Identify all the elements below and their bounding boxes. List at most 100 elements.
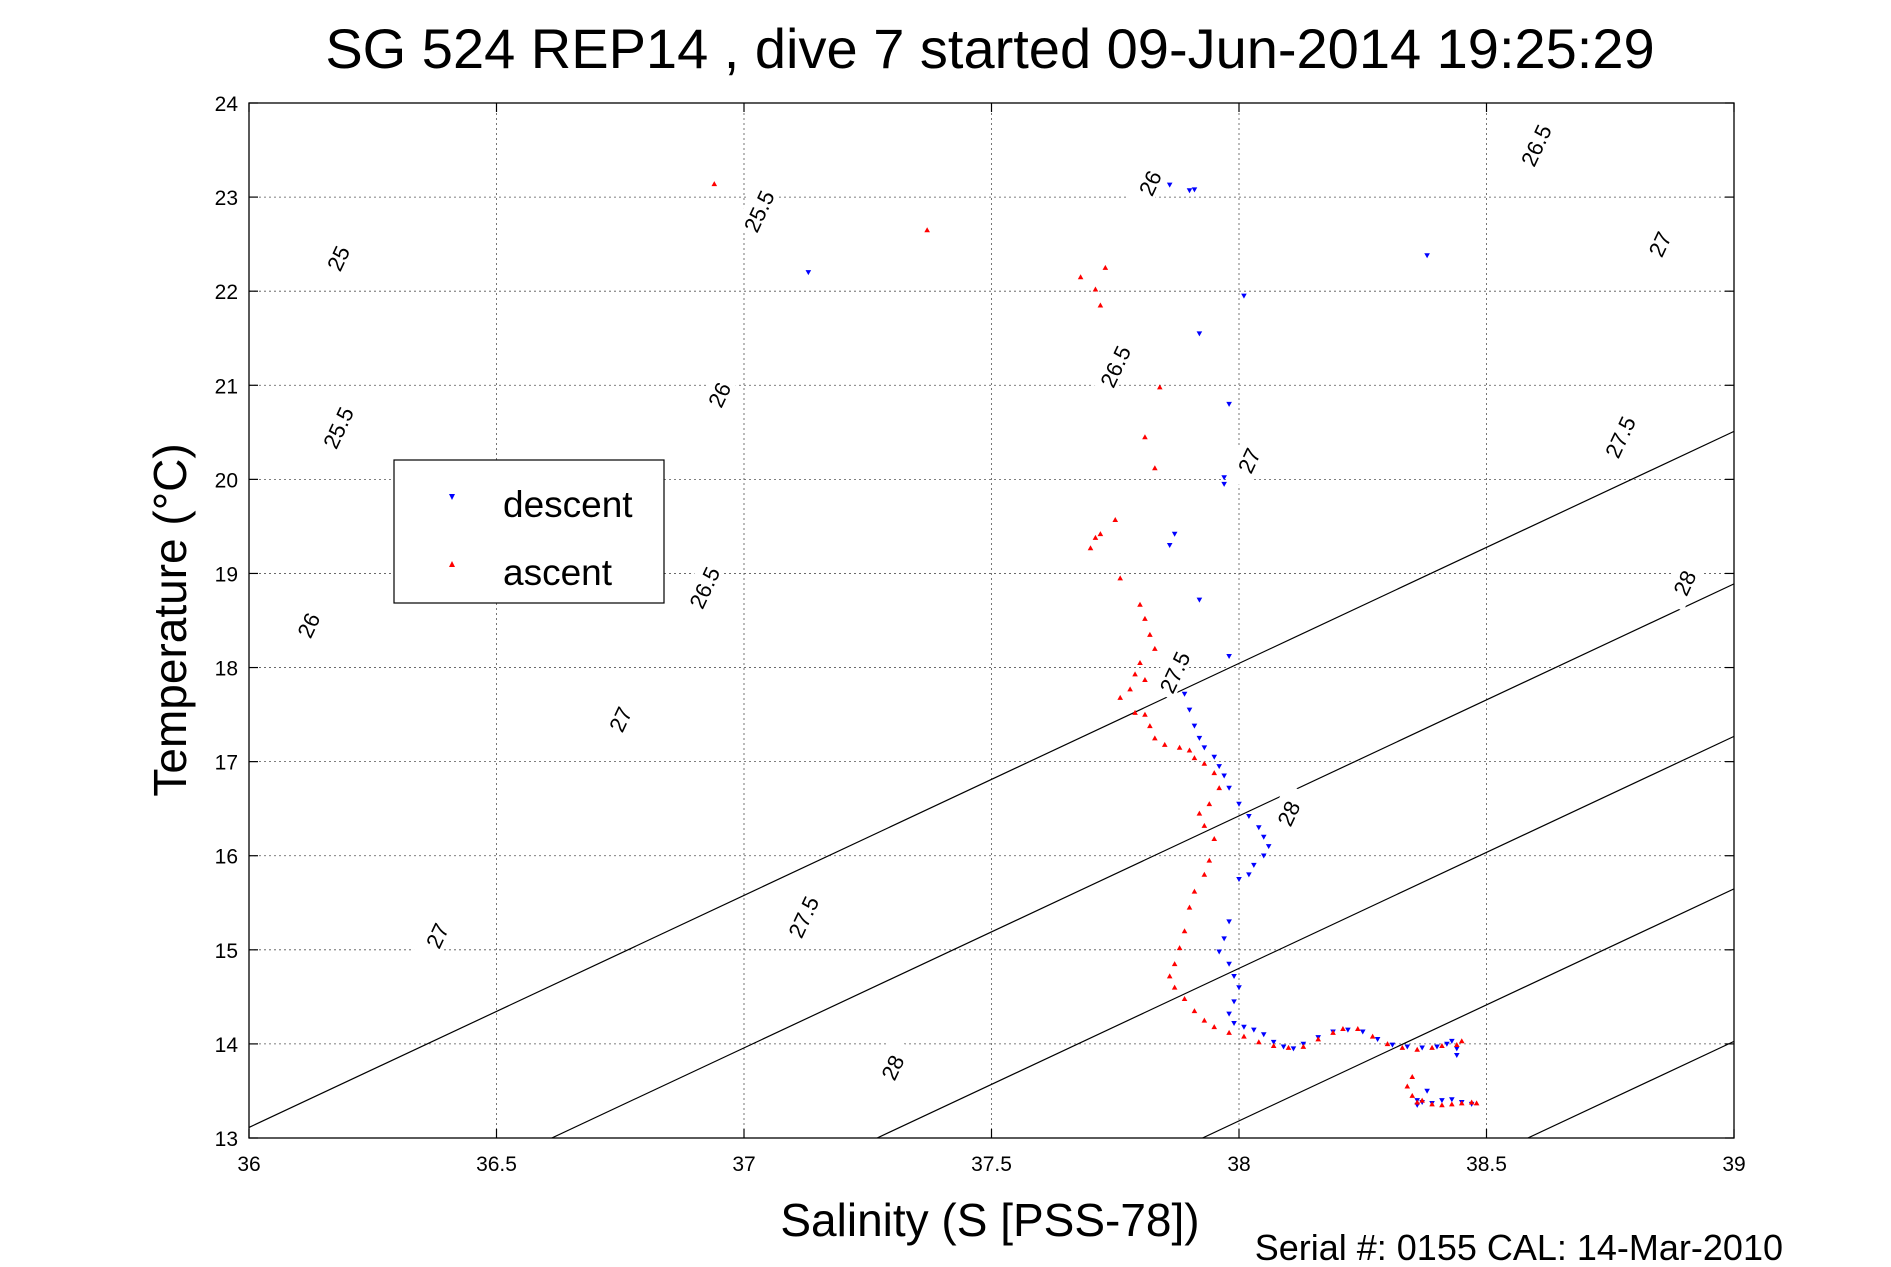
point-descent (1374, 1037, 1381, 1043)
x-axis-label: Salinity (S [PSS-78]) (780, 1194, 1199, 1246)
point-ascent (1147, 723, 1153, 729)
point-ascent (1186, 904, 1193, 910)
point-descent (1226, 1011, 1232, 1017)
point-ascent (1458, 1038, 1465, 1044)
point-ascent (1186, 747, 1193, 753)
point-ascent (1171, 984, 1178, 990)
point-descent (1216, 764, 1222, 770)
contour-label-bg (679, 557, 726, 616)
point-descent (1444, 1041, 1450, 1047)
point-ascent (1211, 835, 1218, 841)
point-descent (1226, 401, 1232, 407)
point-ascent (1399, 1044, 1406, 1050)
x-tick-label: 39 (1722, 1153, 1745, 1176)
point-descent (1191, 723, 1198, 729)
point-ascent (1409, 1074, 1416, 1080)
point-ascent (1142, 676, 1148, 682)
point-ascent (1157, 384, 1163, 390)
point-descent (1166, 543, 1173, 549)
point-descent (1449, 1097, 1455, 1103)
point-ascent (1414, 1099, 1420, 1105)
contour-label-bg (1150, 642, 1196, 701)
data-points (711, 181, 1480, 1108)
contour-label: 27 (1224, 430, 1270, 489)
point-ascent (711, 181, 718, 187)
contour-label-bg (1224, 430, 1270, 489)
contour-label-bg (1263, 783, 1310, 842)
point-descent (1186, 188, 1193, 194)
point-descent (1389, 1042, 1396, 1048)
point-ascent (1097, 302, 1104, 308)
contour-label-bg (1595, 407, 1642, 466)
point-descent (1211, 754, 1218, 760)
point-descent (1424, 1088, 1430, 1094)
contour-line (876, 735, 1734, 1138)
point-descent (1359, 1029, 1366, 1035)
density-contours (249, 430, 1734, 1138)
point-ascent (1429, 1101, 1435, 1107)
point-ascent (1181, 995, 1188, 1001)
point-ascent (1216, 785, 1222, 791)
x-tick-label: 37.5 (971, 1153, 1012, 1176)
point-ascent (1211, 770, 1218, 776)
point-ascent (1201, 871, 1208, 877)
point-ascent (1077, 274, 1084, 280)
y-tick-label: 18 (215, 658, 238, 681)
point-ascent (1270, 1042, 1277, 1048)
y-tick-label: 24 (215, 93, 239, 116)
y-tick-label: 16 (215, 846, 238, 869)
point-descent (1345, 1027, 1351, 1033)
legend-descent-label: descent (503, 484, 633, 525)
point-descent (1419, 1045, 1425, 1051)
point-ascent (1315, 1036, 1321, 1042)
point-descent (1231, 973, 1237, 979)
point-ascent (1206, 857, 1213, 863)
point-ascent (1454, 1042, 1460, 1048)
point-ascent (1191, 755, 1198, 761)
legend-ascent-marker (449, 561, 455, 567)
point-descent (1191, 187, 1198, 193)
point-descent (1424, 253, 1430, 259)
point-ascent (1152, 645, 1158, 651)
point-ascent (1256, 1039, 1262, 1045)
point-descent (1260, 834, 1267, 840)
plot-area (249, 103, 1734, 1138)
point-ascent (1201, 822, 1208, 828)
point-ascent (1414, 1046, 1420, 1052)
y-tick-label: 23 (215, 187, 238, 210)
point-ascent (1369, 1033, 1376, 1039)
point-ascent (1097, 531, 1104, 537)
point-ascent (1152, 735, 1158, 741)
point-ascent (1330, 1029, 1336, 1035)
point-descent (1260, 1032, 1267, 1038)
point-ascent (1196, 810, 1203, 816)
point-ascent (1171, 961, 1178, 967)
y-tick-label: 20 (215, 469, 238, 492)
legend-box (393, 459, 665, 604)
contour-label-bg (1635, 214, 1681, 273)
point-descent (1256, 825, 1262, 831)
legend: descent ascent (393, 459, 665, 604)
point-descent (1221, 481, 1227, 487)
point-ascent (1191, 1008, 1198, 1014)
point-ascent (1241, 1033, 1247, 1039)
point-ascent (1439, 1102, 1445, 1108)
contour-label-bg (1511, 115, 1557, 174)
point-ascent (1355, 1026, 1361, 1032)
x-tick-label: 37 (732, 1153, 755, 1176)
point-ascent (1176, 744, 1183, 750)
point-descent (1434, 1044, 1440, 1050)
point-ascent (1092, 286, 1099, 292)
y-tick-label: 21 (215, 375, 238, 398)
point-descent (1236, 801, 1242, 807)
y-tick-label: 14 (215, 1034, 239, 1057)
point-ascent (1439, 1042, 1445, 1048)
y-tick-label: 17 (215, 752, 238, 775)
point-descent (1181, 691, 1188, 697)
point-descent (1231, 999, 1237, 1005)
axis-ticks: 36 36.5 37 37.5 38 38.5 39 13 14 15 16 17 18 19 20 21 22… (215, 93, 1746, 1176)
point-descent (1280, 1044, 1287, 1050)
point-descent (1221, 936, 1227, 942)
